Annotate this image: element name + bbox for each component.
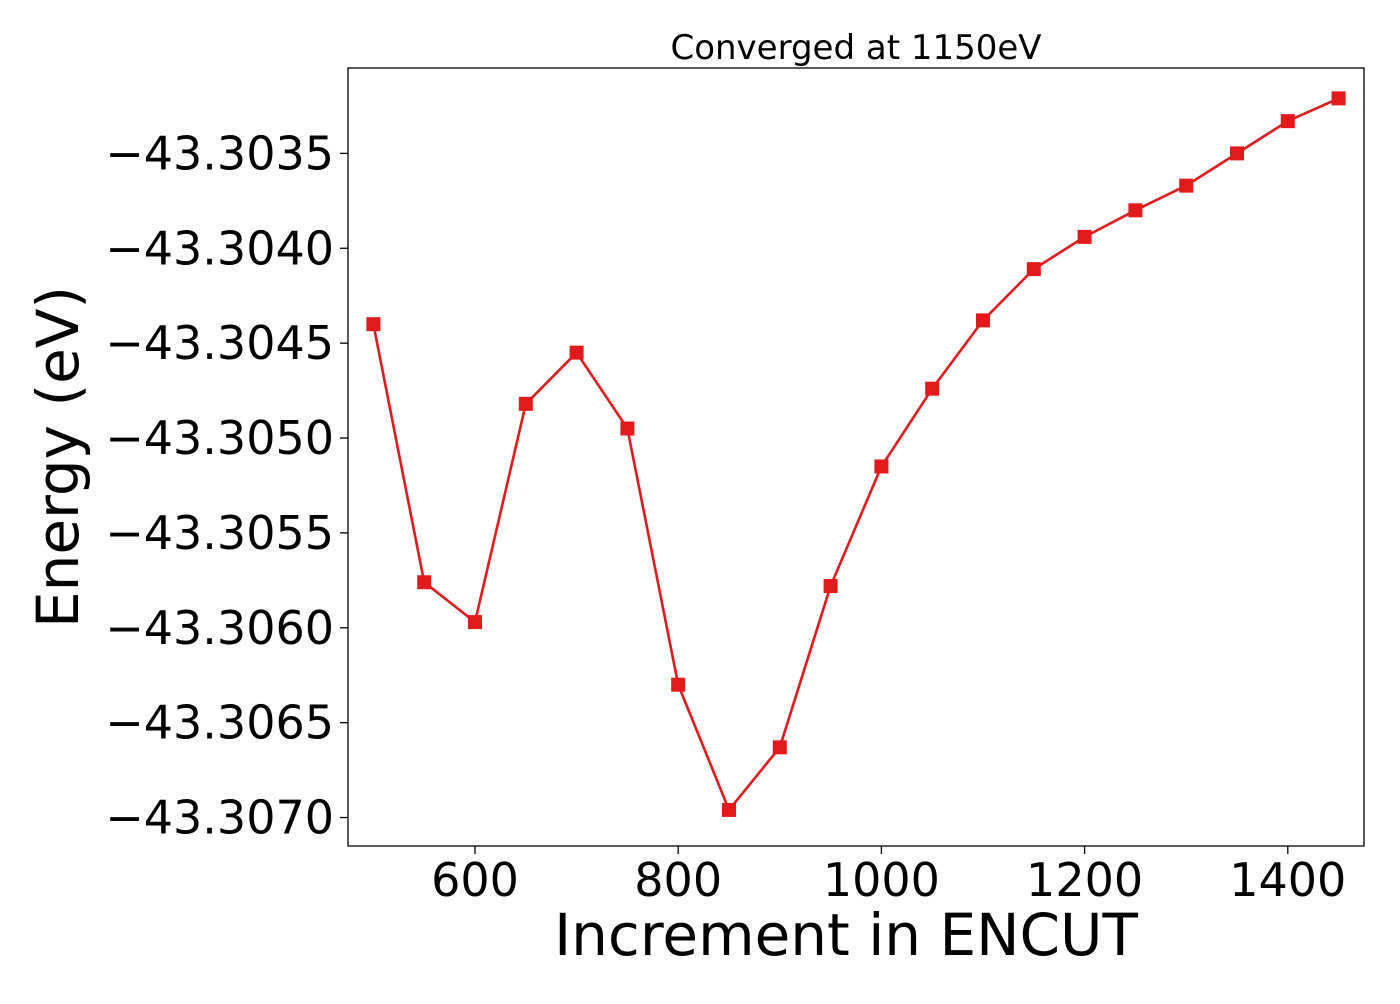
y-tick-label: −43.3055 [105, 506, 334, 560]
data-point-marker [366, 317, 381, 332]
data-point-marker [823, 579, 838, 594]
data-point-marker [620, 421, 635, 436]
x-tick-label: 1000 [823, 853, 940, 907]
data-point-marker [417, 575, 432, 590]
data-point-marker [1280, 114, 1295, 129]
data-point-marker [1077, 229, 1092, 244]
data-point-marker [1128, 203, 1143, 218]
series-line [372, 97, 1340, 812]
x-tick-label: 1400 [1229, 853, 1346, 907]
data-point-marker [925, 381, 940, 396]
x-axis-ticks: 600 800 1000 1200 1400 [431, 846, 1346, 907]
data-point-marker [671, 677, 686, 692]
data-point-marker [1026, 262, 1041, 277]
data-point-marker [1230, 146, 1244, 161]
data-point-marker [722, 802, 736, 817]
y-tick-label: −43.3045 [105, 316, 334, 370]
data-point-marker [518, 396, 533, 411]
data-point-marker [976, 313, 990, 328]
x-axis-title: Increment in ENCUT [554, 901, 1138, 969]
data-point-marker [874, 459, 889, 474]
x-tick-label: 600 [431, 853, 519, 907]
x-tick-label: 800 [634, 853, 722, 907]
y-tick-label: −43.3065 [105, 696, 334, 750]
x-tick-label: 1200 [1026, 853, 1143, 907]
data-point-marker [468, 615, 482, 630]
y-tick-label: −43.3050 [105, 411, 334, 465]
y-tick-label: −43.3040 [105, 221, 334, 275]
y-tick-label: −43.3060 [105, 601, 334, 655]
series-layer [366, 91, 1346, 817]
plot-area [347, 67, 1365, 847]
y-tick-label: −43.3070 [105, 791, 334, 845]
data-point-marker [1331, 91, 1346, 106]
y-axis-ticks: −43.3035 −43.3040 −43.3045 −43.3050 −43.3055… [105, 126, 348, 845]
data-point-marker [569, 345, 584, 360]
chart-title: Converged at 1150eV [670, 28, 1041, 68]
y-tick-label: −43.3035 [105, 126, 334, 180]
data-point-marker [772, 740, 787, 755]
y-axis-title: Energy (eV) [24, 286, 92, 628]
data-point-marker [1179, 178, 1194, 193]
